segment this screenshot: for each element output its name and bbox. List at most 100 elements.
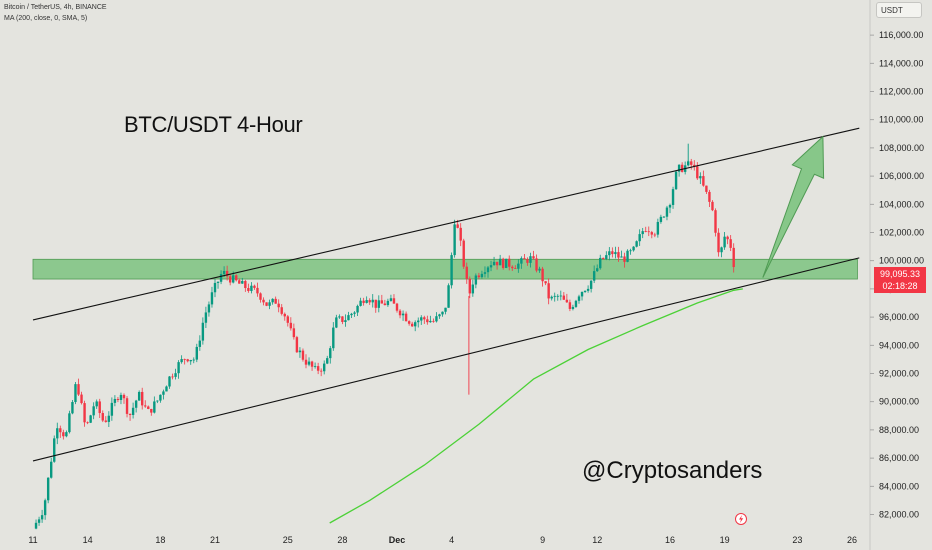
candle: [417, 317, 420, 328]
symbol-title[interactable]: Bitcoin / TetherUS, 4h, BINANCE: [4, 4, 107, 11]
currency-button[interactable]: USDT: [876, 2, 922, 18]
candle: [192, 357, 195, 364]
candle-body: [589, 280, 593, 289]
candle: [696, 162, 699, 180]
candle: [80, 391, 83, 405]
candle: [498, 254, 502, 266]
time-axis[interactable]: 11 14 18 21 25 28 Dec 4 9 12 16 19 23 26: [28, 535, 857, 545]
candle-body: [383, 303, 387, 306]
candle-body: [280, 307, 283, 314]
candle: [238, 278, 241, 284]
time-tick-label: 25: [283, 535, 293, 545]
candle: [256, 282, 259, 297]
candle-body: [332, 327, 335, 349]
candle-body: [213, 282, 217, 293]
candle-body: [295, 337, 299, 353]
candle-body: [523, 258, 526, 260]
candle: [717, 228, 720, 257]
time-tick-label: 4: [449, 535, 454, 545]
candle-body: [702, 176, 705, 186]
candle-body: [392, 298, 396, 304]
candle: [665, 205, 669, 221]
moving-average-layer: [329, 288, 743, 524]
candle: [310, 360, 314, 371]
candle: [59, 425, 62, 438]
candle-body: [298, 350, 302, 353]
candle: [465, 262, 468, 284]
candle: [338, 314, 341, 319]
candle: [134, 399, 138, 413]
price-tick-label: 86,000.00: [879, 453, 919, 463]
candle-body: [626, 250, 629, 262]
candle-body: [144, 405, 147, 407]
candle: [159, 394, 162, 403]
candle: [213, 279, 217, 298]
candle: [183, 358, 186, 365]
candle: [247, 283, 250, 293]
candle-body: [401, 313, 405, 316]
candle: [65, 430, 68, 438]
candle: [122, 393, 126, 404]
candle-body: [614, 252, 617, 255]
candle-body: [380, 300, 384, 304]
candle-body: [141, 391, 144, 406]
candle: [629, 248, 632, 255]
candle-body: [462, 240, 465, 267]
candle-body: [356, 305, 359, 313]
candle: [174, 368, 177, 380]
candle: [423, 315, 426, 324]
candle-body: [501, 258, 505, 268]
candle: [453, 219, 456, 258]
time-tick-label: 19: [720, 535, 730, 545]
price-tick-label: 102,000.00: [879, 228, 924, 238]
candle: [447, 283, 450, 308]
candle-body: [107, 415, 111, 422]
candle: [729, 235, 732, 252]
chart-annotation-title: BTC/USDT 4-Hour: [124, 112, 303, 137]
candle-body: [80, 394, 83, 404]
candle: [638, 229, 641, 246]
candle-body: [592, 271, 596, 281]
candle-body: [432, 320, 435, 322]
candle: [407, 320, 411, 326]
candle-body: [219, 274, 223, 282]
price-tick-label: 92,000.00: [879, 369, 919, 379]
candle: [186, 358, 189, 363]
candle-body: [271, 298, 274, 303]
candle: [571, 304, 575, 311]
candle-body: [37, 519, 41, 523]
candle: [495, 261, 499, 270]
price-tick-label: 82,000.00: [879, 510, 919, 520]
candle-body: [389, 298, 393, 301]
candle-body: [347, 315, 350, 321]
candle-body: [468, 278, 471, 294]
candle-body: [620, 256, 623, 258]
candle-body: [435, 316, 438, 322]
candle-body: [350, 313, 353, 316]
candle: [71, 400, 74, 415]
time-tick-label: 14: [83, 535, 93, 545]
candle: [40, 509, 44, 523]
support-zone: [32, 258, 858, 280]
candle: [274, 296, 277, 304]
candle-body: [447, 285, 450, 308]
candle: [62, 429, 65, 440]
candle: [37, 516, 41, 526]
candle: [541, 266, 544, 287]
candle-body: [98, 401, 101, 414]
indicator-legend[interactable]: MA (200, close, 0, SMA, 5): [4, 15, 88, 22]
candle: [426, 315, 429, 325]
candle-body: [292, 328, 296, 338]
channel-lower-line: [32, 257, 860, 462]
candle: [204, 306, 208, 328]
price-tick-label: 90,000.00: [879, 397, 919, 407]
candle-body: [344, 320, 347, 322]
candle: [350, 312, 353, 318]
candle-body: [180, 359, 183, 363]
candle: [98, 398, 101, 418]
candle-body: [232, 275, 235, 283]
time-tick-label: 28: [337, 535, 347, 545]
candle-body: [489, 265, 493, 268]
candle: [189, 359, 192, 365]
